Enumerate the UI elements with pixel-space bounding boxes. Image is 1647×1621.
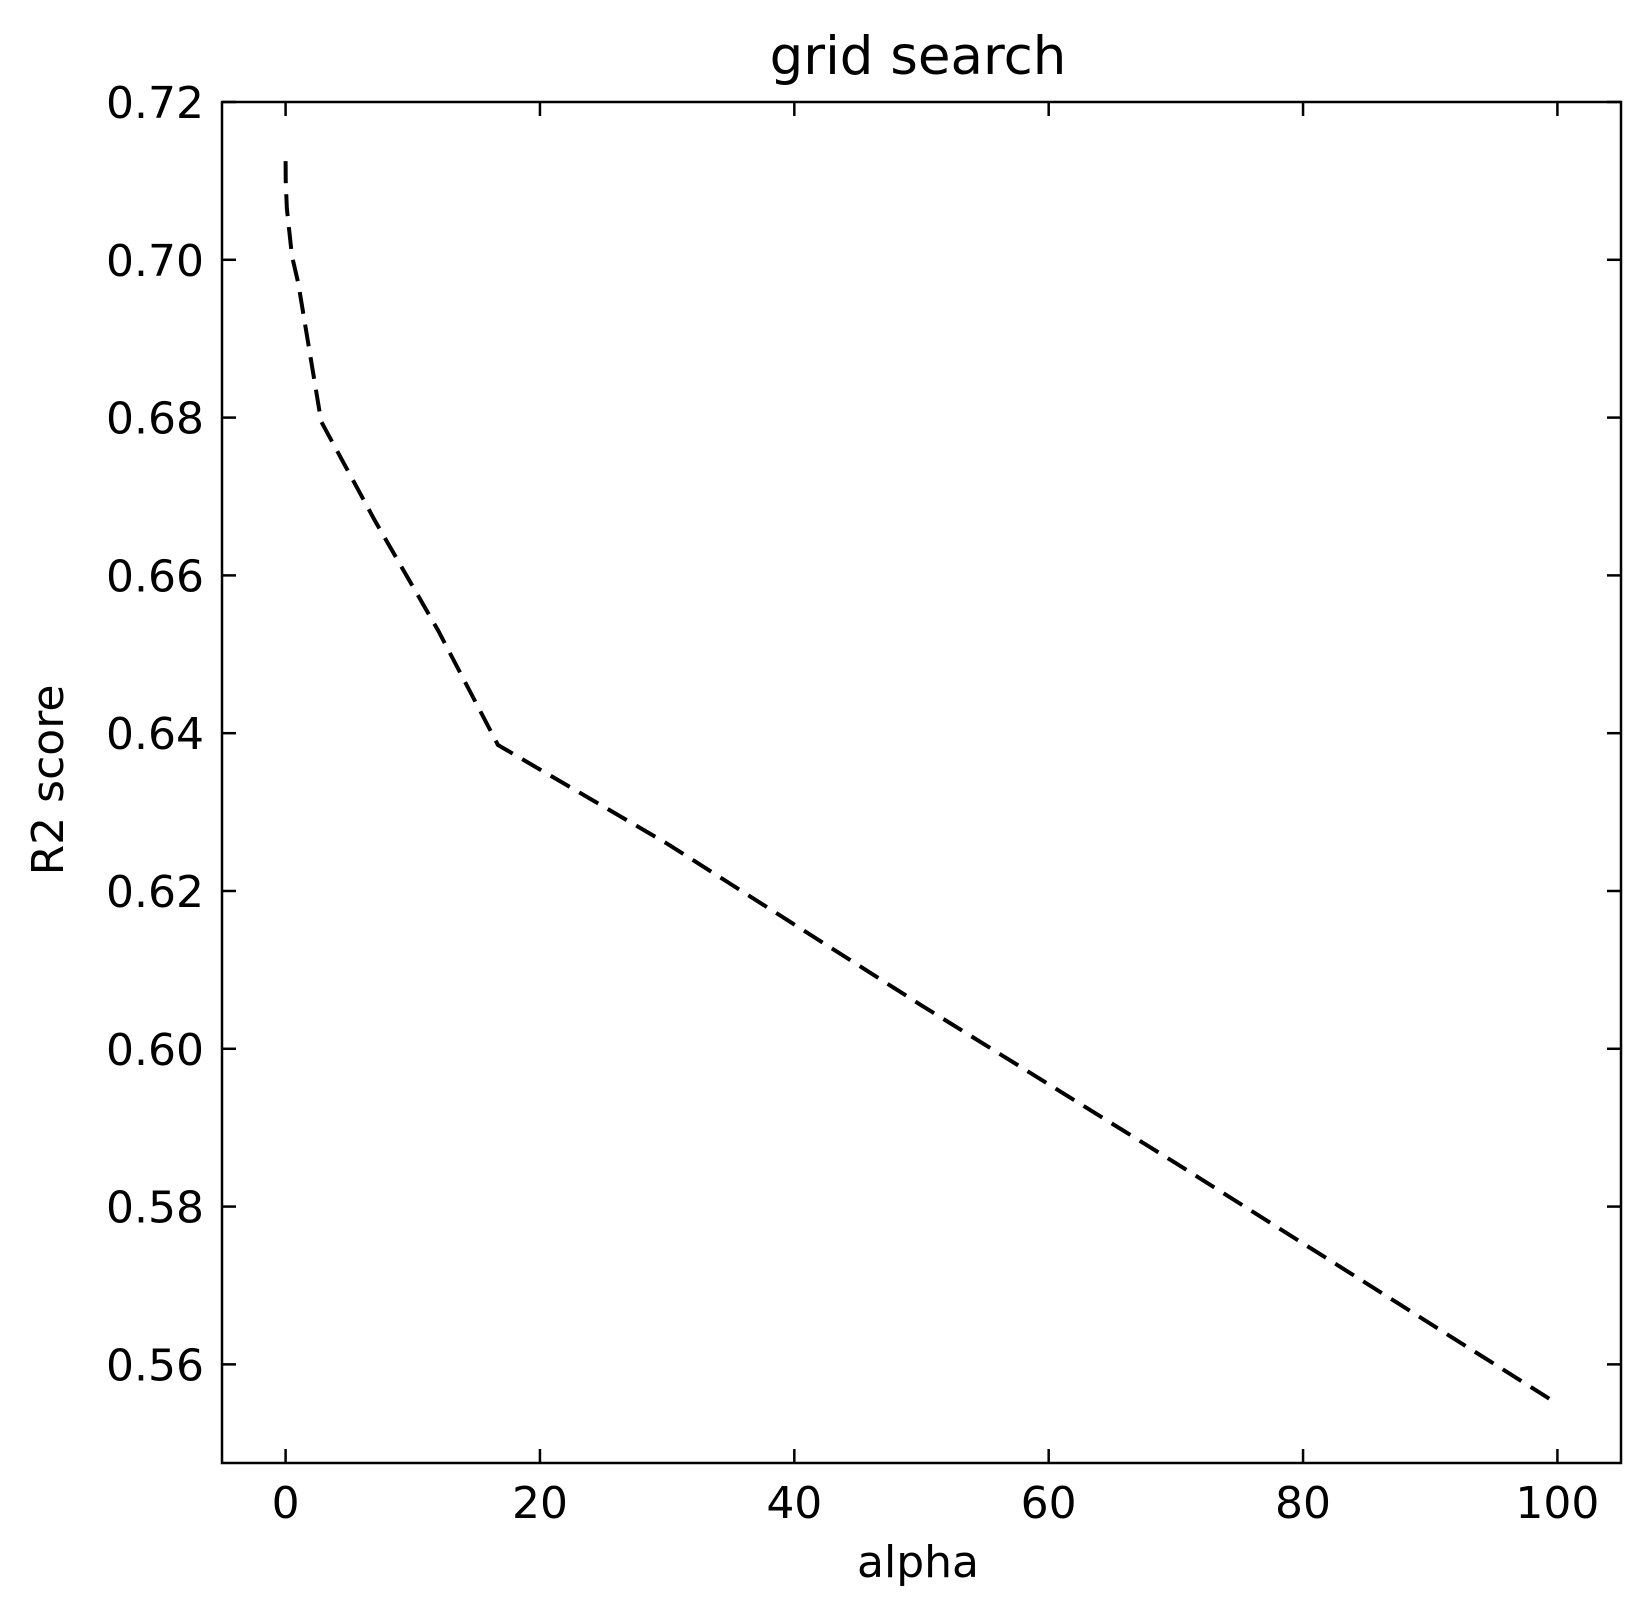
x-tick-label: 40 xyxy=(766,1478,822,1529)
y-tick-label: 0.66 xyxy=(106,551,204,602)
x-tick-label: 60 xyxy=(1021,1478,1077,1529)
x-tick-label: 80 xyxy=(1275,1478,1331,1529)
series-line xyxy=(283,161,1559,1406)
y-tick-label: 0.72 xyxy=(106,78,204,129)
chart-title: grid search xyxy=(770,26,1067,87)
x-axis-label: alpha xyxy=(857,1537,979,1588)
y-tick-label: 0.70 xyxy=(106,236,204,287)
y-tick-label: 0.56 xyxy=(106,1340,204,1391)
y-axis-ticks: 0.56 0.58 0.60 0.62 0.64 0.66 0.68 0.70 0.72 xyxy=(106,78,1621,1391)
y-tick-label: 0.68 xyxy=(106,394,204,445)
plot-frame xyxy=(220,100,1623,1465)
y-tick-label: 0.60 xyxy=(106,1025,204,1076)
x-axis-ticks: 0 20 40 60 80 100 xyxy=(272,102,1599,1529)
x-tick-label: 0 xyxy=(272,1478,300,1529)
series-layer xyxy=(283,161,1559,1406)
y-tick-label: 0.58 xyxy=(106,1183,204,1234)
x-tick-label: 100 xyxy=(1515,1478,1599,1529)
y-tick-label: 0.62 xyxy=(106,867,204,918)
x-tick-label: 20 xyxy=(512,1478,568,1529)
y-axis-label: R2 score xyxy=(23,685,74,876)
y-tick-label: 0.64 xyxy=(106,709,204,760)
